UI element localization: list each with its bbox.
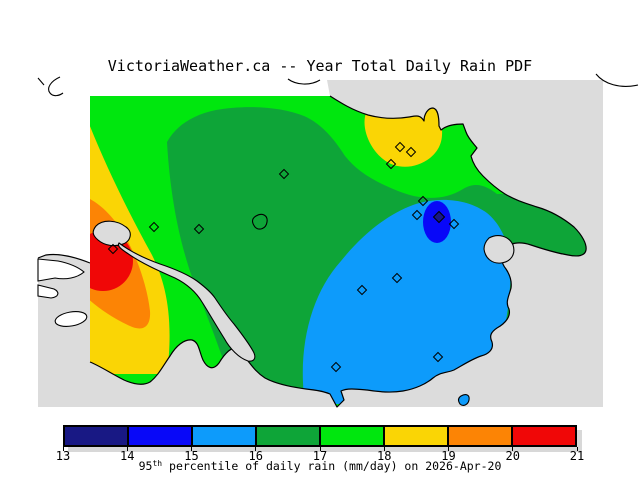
colorbar-segment-15-16: [191, 427, 255, 445]
tickmark-19: [448, 447, 449, 451]
tickmark-14: [126, 447, 128, 451]
caption-prefix: 95: [138, 459, 153, 473]
coastline-main: [89, 95, 587, 408]
colorbar-segment-13-14: [65, 427, 127, 445]
lake-outline: [251, 213, 268, 230]
plot-title: VictoriaWeather.ca -- Year Total Daily R…: [107, 57, 533, 75]
station-marker: [107, 243, 119, 255]
station-marker: [278, 168, 290, 180]
ticklabel-21: 21: [569, 449, 585, 463]
station-marker: [405, 146, 417, 158]
station-marker: [356, 284, 368, 296]
portage-inlet: [92, 220, 131, 247]
ticklabel-13: 13: [55, 449, 71, 463]
coast-fragment-topright: [595, 73, 639, 87]
lagoon-spit: [54, 311, 88, 327]
colorbar-tick-labels: 13 14 15 16 17 18 19 20 21: [56, 449, 584, 463]
station-marker: [330, 361, 342, 373]
peninsula-west-2: [37, 284, 59, 299]
station-marker: [148, 221, 160, 233]
coast-fragment-top-middle: [287, 78, 321, 85]
tickmark-18: [383, 447, 385, 451]
station-marker: [391, 272, 403, 284]
colorbar-segment-14-15: [127, 427, 191, 445]
colorbar-segment-16-17: [255, 427, 319, 445]
contour-20-21-core: [90, 231, 133, 291]
ticklabel-20: 20: [505, 449, 520, 463]
colorbar-tickmarks: [62, 447, 578, 452]
contour-15-16-southeast: [302, 199, 511, 404]
tickmark-13: [62, 447, 64, 451]
colorbar-segments: [63, 425, 577, 447]
tickmark-16: [255, 447, 257, 451]
station-marker: [193, 223, 205, 235]
contour-14-15-blob: [423, 201, 451, 243]
coast-fragment-topleft-2: [48, 76, 64, 97]
ticklabel-19: 19: [441, 449, 456, 463]
gorge-harbour-channel: [117, 242, 256, 362]
tickmark-21: [576, 447, 578, 451]
land-outside-region: [38, 80, 330, 263]
ticklabel-18: 18: [377, 449, 392, 463]
tickmark-20: [512, 447, 514, 451]
peninsula-west-1: [37, 258, 85, 282]
ticklabel-16: 16: [248, 449, 263, 463]
caption-superscript: th: [152, 459, 163, 468]
colorbar-segment-19-20: [447, 427, 511, 445]
tickmark-17: [319, 447, 321, 451]
colorbar-segment-20-21: [511, 427, 575, 445]
colorbar-segment-17-18: [319, 427, 383, 445]
ticklabel-15: 15: [184, 449, 199, 463]
colorbar-segment-18-19: [383, 427, 447, 445]
tickmark-15: [191, 447, 192, 451]
caption-rest: percentile of daily rain (mm/day) on 202…: [162, 459, 502, 473]
small-island: [458, 394, 470, 406]
station-marker-filled: [432, 210, 446, 224]
station-marker: [394, 141, 406, 153]
station-marker: [385, 158, 397, 170]
ticklabel-14: 14: [120, 449, 135, 463]
station-marker: [411, 209, 423, 221]
colorbar-caption: 95th percentile of daily rain (mm/day) o…: [0, 459, 640, 473]
colorbar: [63, 425, 577, 447]
coast-fragment-topleft-1: [37, 77, 45, 86]
ticklabel-17: 17: [312, 449, 328, 463]
coastline-southwest: [37, 253, 91, 264]
station-markers: [107, 141, 460, 373]
bay-northeast: [483, 235, 515, 264]
station-marker: [448, 218, 460, 230]
station-marker: [432, 351, 444, 363]
station-marker: [417, 195, 429, 207]
